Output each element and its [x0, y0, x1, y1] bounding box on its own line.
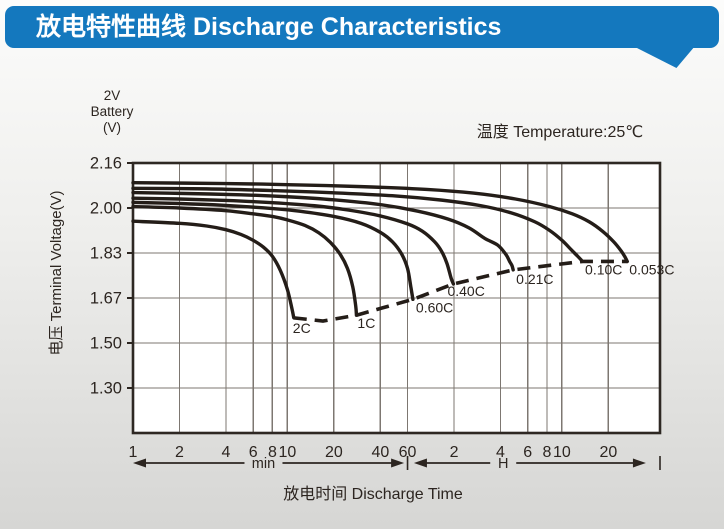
temperature-note: 温度 Temperature:25℃	[476, 124, 644, 141]
discharge-curve-2C	[131, 219, 296, 320]
y-tick-label: 2.16	[90, 155, 122, 173]
x-tick-label: 8	[268, 444, 277, 461]
discharge-curve-0.21C	[131, 190, 515, 272]
curve-label-0.10C: 0.10C	[585, 261, 622, 277]
curve-label-1C: 1C	[357, 315, 375, 331]
curve-label-0.60C: 0.60C	[416, 299, 453, 315]
plot-border	[131, 161, 662, 435]
cutoff-voltage-line	[293, 259, 628, 323]
x-tick-label: 60	[399, 444, 417, 461]
x-tick-label: 4	[496, 444, 505, 461]
x-tick-label: 20	[325, 444, 343, 461]
curve-label-0.053C: 0.053C	[629, 261, 674, 277]
discharge-curve-0.40C	[131, 196, 456, 286]
x-tick-label: 10	[278, 444, 296, 461]
x-tick-label: 2	[450, 444, 459, 461]
battery-unit-label: 2V Battery (V)	[72, 88, 152, 136]
y-tick-label: 1.67	[90, 290, 122, 308]
y-axis-title: 电压 Terminal Voltage(V)	[48, 190, 65, 356]
x-tick-label: 8	[543, 444, 552, 461]
arrowhead-left-icon	[413, 458, 427, 468]
y-tick-label: 1.83	[90, 245, 122, 263]
battery-unit-line2: Battery	[90, 104, 134, 119]
battery-unit-line1: 2V	[103, 88, 121, 103]
battery-unit-line3: (V)	[103, 120, 121, 135]
y-tick-label: 2.00	[90, 200, 122, 218]
y-tick-label: 1.30	[90, 380, 122, 398]
x-tick-label: 40	[371, 444, 389, 461]
curve-label-0.21C: 0.21C	[516, 271, 553, 287]
discharge-curve-0.60C	[131, 200, 415, 302]
x-tick-label: 10	[553, 444, 571, 461]
x-tick-label: 1	[129, 444, 138, 461]
curve-label-0.40C: 0.40C	[447, 283, 484, 299]
x-tick-label: 20	[600, 444, 618, 461]
page-title: 放电特性曲线 Discharge Characteristics	[36, 13, 502, 41]
arrowhead-left-icon	[133, 458, 146, 468]
discharge-curve-0.053C	[131, 180, 629, 264]
header-banner: 放电特性曲线 Discharge Characteristics	[5, 6, 719, 48]
range-arrow-label: H	[498, 456, 508, 472]
arrowhead-right-icon	[391, 458, 405, 468]
curve-label-2C: 2C	[293, 320, 311, 336]
x-axis-title: 放电时间 Discharge Time	[283, 486, 463, 503]
discharge-curve-0.10C	[131, 186, 584, 264]
arrowhead-right-icon	[632, 458, 646, 468]
x-tick-label: 4	[222, 444, 231, 461]
discharge-curve-1C	[131, 204, 359, 317]
x-tick-label: 6	[523, 444, 532, 461]
y-tick-label: 1.50	[90, 335, 122, 353]
x-tick-label: 6	[249, 444, 258, 461]
range-arrow-label: min	[252, 456, 275, 472]
x-tick-label: 2	[175, 444, 184, 461]
